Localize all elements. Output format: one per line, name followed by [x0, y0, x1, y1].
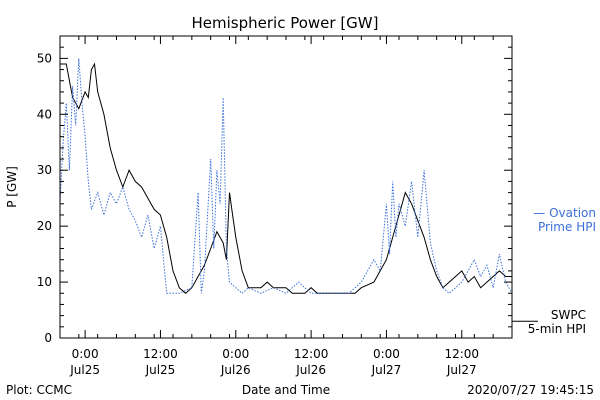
x-tick-time-label: 0:00 [373, 347, 400, 361]
y-axis: 0 10 20 30 40 50 [37, 46, 512, 345]
x-tick-day-label: Jul25 [145, 363, 176, 377]
x-tick-day-label: Jul26 [220, 363, 251, 377]
series-line-0 [60, 62, 512, 294]
plot-timestamp: 2020/07/27 19:45:15 [467, 383, 594, 397]
series-line-1 [59, 58, 513, 294]
x-tick-day-label: Jul26 [295, 363, 326, 377]
x-tick-day-label: Jul27 [371, 363, 402, 377]
x-tick-time-label: 12:00 [444, 347, 479, 361]
y-tick-label: 20 [37, 219, 52, 233]
y-tick-label: 40 [37, 107, 52, 121]
x-axis: 0:00 Jul25 12:00 Jul25 0:00 Jul26 12:00 Jul26 0:… [59, 36, 513, 377]
x-tick-time-label: 12:00 [294, 347, 329, 361]
y-tick-label: 50 [37, 51, 52, 65]
y-tick-label: 0 [44, 331, 52, 345]
legend-label-0-1: 5-min HPI [528, 322, 586, 336]
x-tick-day-label: Jul25 [69, 363, 100, 377]
plot-series [59, 58, 513, 294]
legend-label-1-0: — Ovation [533, 206, 596, 220]
x-axis-label: Date and Time [242, 383, 330, 397]
y-tick-label: 30 [37, 163, 52, 177]
plot-frame [59, 35, 513, 339]
x-tick-day-label: Jul27 [446, 363, 477, 377]
y-tick-label: 10 [37, 275, 52, 289]
x-tick-time-label: 0:00 [222, 347, 249, 361]
legend-label-0-0: SWPC [551, 308, 586, 322]
legend-label-1-1: Prime HPI [538, 220, 596, 234]
plot-credit: Plot: CCMC [6, 383, 72, 397]
y-axis-label: P [GW] [5, 166, 19, 208]
x-tick-time-label: 12:00 [143, 347, 178, 361]
chart-title: Hemispheric Power [GW] [192, 14, 379, 32]
x-tick-time-label: 0:00 [72, 347, 99, 361]
